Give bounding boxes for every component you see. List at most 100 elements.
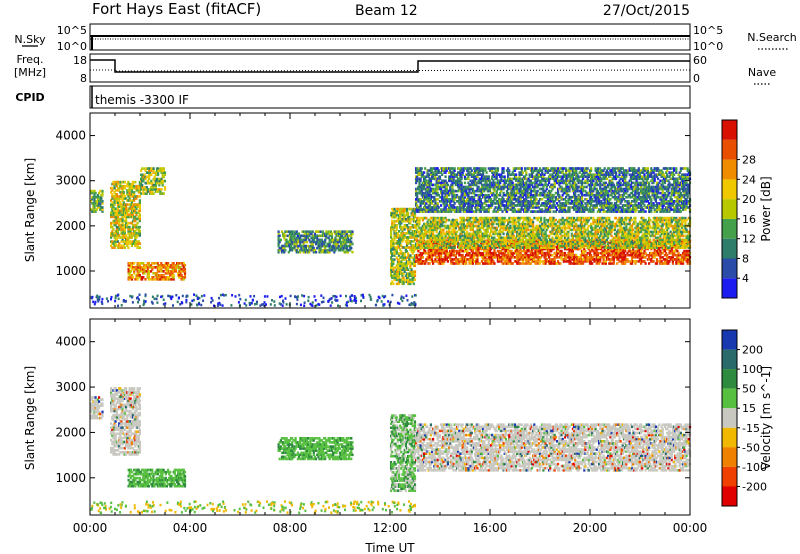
power-cell (550, 222, 553, 226)
power-cell (466, 224, 469, 228)
power-cell (121, 217, 124, 221)
power-cell (391, 244, 394, 247)
power-cell (616, 258, 619, 261)
power-cell (605, 249, 609, 253)
power-cell (484, 253, 487, 257)
power-cell (291, 246, 294, 250)
power-cell (122, 193, 125, 196)
power-cell (438, 234, 442, 238)
power-cell (133, 191, 136, 194)
power-cell (612, 246, 615, 249)
power-cell (599, 226, 602, 230)
power-cell (473, 232, 476, 236)
power-cell (171, 272, 174, 275)
power-cell (409, 221, 412, 225)
power-cell (561, 253, 564, 257)
power-cell (417, 249, 420, 253)
power-cell (394, 272, 397, 275)
power-cell (466, 216, 469, 220)
power-cell (129, 211, 132, 215)
power-cell (487, 224, 490, 228)
power-cell (441, 224, 444, 228)
power-cell (110, 211, 113, 215)
power-cell (131, 195, 135, 198)
power-cell (441, 262, 444, 265)
power-cell (282, 244, 285, 248)
power-cell (127, 228, 130, 231)
power-cell (482, 262, 485, 265)
power-cell (559, 262, 562, 265)
power-cell (502, 224, 505, 228)
power-cell (482, 251, 485, 255)
power-cell (540, 256, 543, 259)
power-cell (483, 236, 486, 240)
power-cell (566, 244, 569, 247)
power-cell (162, 169, 165, 172)
power-cell (134, 180, 137, 184)
power-cell (591, 226, 594, 230)
power-cell (96, 193, 99, 197)
power-cell (466, 246, 469, 249)
power-cell (534, 236, 537, 240)
power-cell (624, 256, 627, 259)
power-cell (555, 232, 559, 236)
power-cell (584, 253, 587, 257)
power-cell (114, 240, 117, 243)
power-cell (151, 268, 154, 271)
power-cell (634, 260, 637, 263)
power-cell (119, 180, 122, 184)
power-cell (437, 262, 440, 265)
power-cell (133, 272, 136, 275)
power-cell (129, 186, 132, 190)
power-cell (400, 234, 403, 237)
power-cell (546, 246, 549, 249)
power-cell (401, 240, 404, 243)
power-cell (527, 242, 530, 246)
power-cell (351, 250, 354, 254)
power-cell (138, 201, 141, 204)
power-cell (486, 228, 489, 232)
power-cell (666, 262, 669, 265)
power-cell (541, 249, 544, 253)
power-cell (128, 197, 131, 200)
power-cell (122, 197, 125, 200)
power-cell (446, 246, 449, 249)
power-cell (291, 248, 294, 252)
power-cell (507, 249, 510, 253)
power-cell (549, 258, 552, 261)
power-cell (575, 258, 578, 261)
power-cell (541, 230, 544, 234)
power-cell (432, 249, 435, 253)
power-cell (478, 228, 481, 232)
power-cell (590, 230, 593, 234)
power-cell (571, 249, 574, 253)
power-cell (477, 232, 480, 236)
power-cell (399, 266, 402, 269)
power-cell (603, 253, 606, 257)
power-cell (440, 256, 443, 259)
power-cell (468, 251, 471, 255)
power-cell (640, 262, 643, 265)
power-cell (154, 179, 157, 183)
power-cell (119, 244, 122, 247)
power-cell (131, 203, 135, 206)
power-cell (469, 258, 472, 261)
power-cell (561, 216, 564, 220)
power-cell (416, 244, 419, 247)
power-cell (517, 220, 520, 224)
power-cell (403, 207, 406, 211)
power-cell (484, 222, 487, 226)
power-cell (327, 236, 330, 240)
power-cell (121, 234, 124, 237)
power-cell (483, 228, 486, 232)
power-cell (145, 167, 148, 170)
power-cell (393, 221, 396, 225)
power-cell (471, 251, 474, 255)
power-cell (299, 242, 302, 246)
power-cell (634, 251, 637, 255)
power-cell (491, 251, 494, 255)
power-cell (182, 270, 185, 273)
power-cell (476, 218, 479, 222)
power-cell (438, 238, 442, 242)
power-cell (116, 217, 120, 221)
